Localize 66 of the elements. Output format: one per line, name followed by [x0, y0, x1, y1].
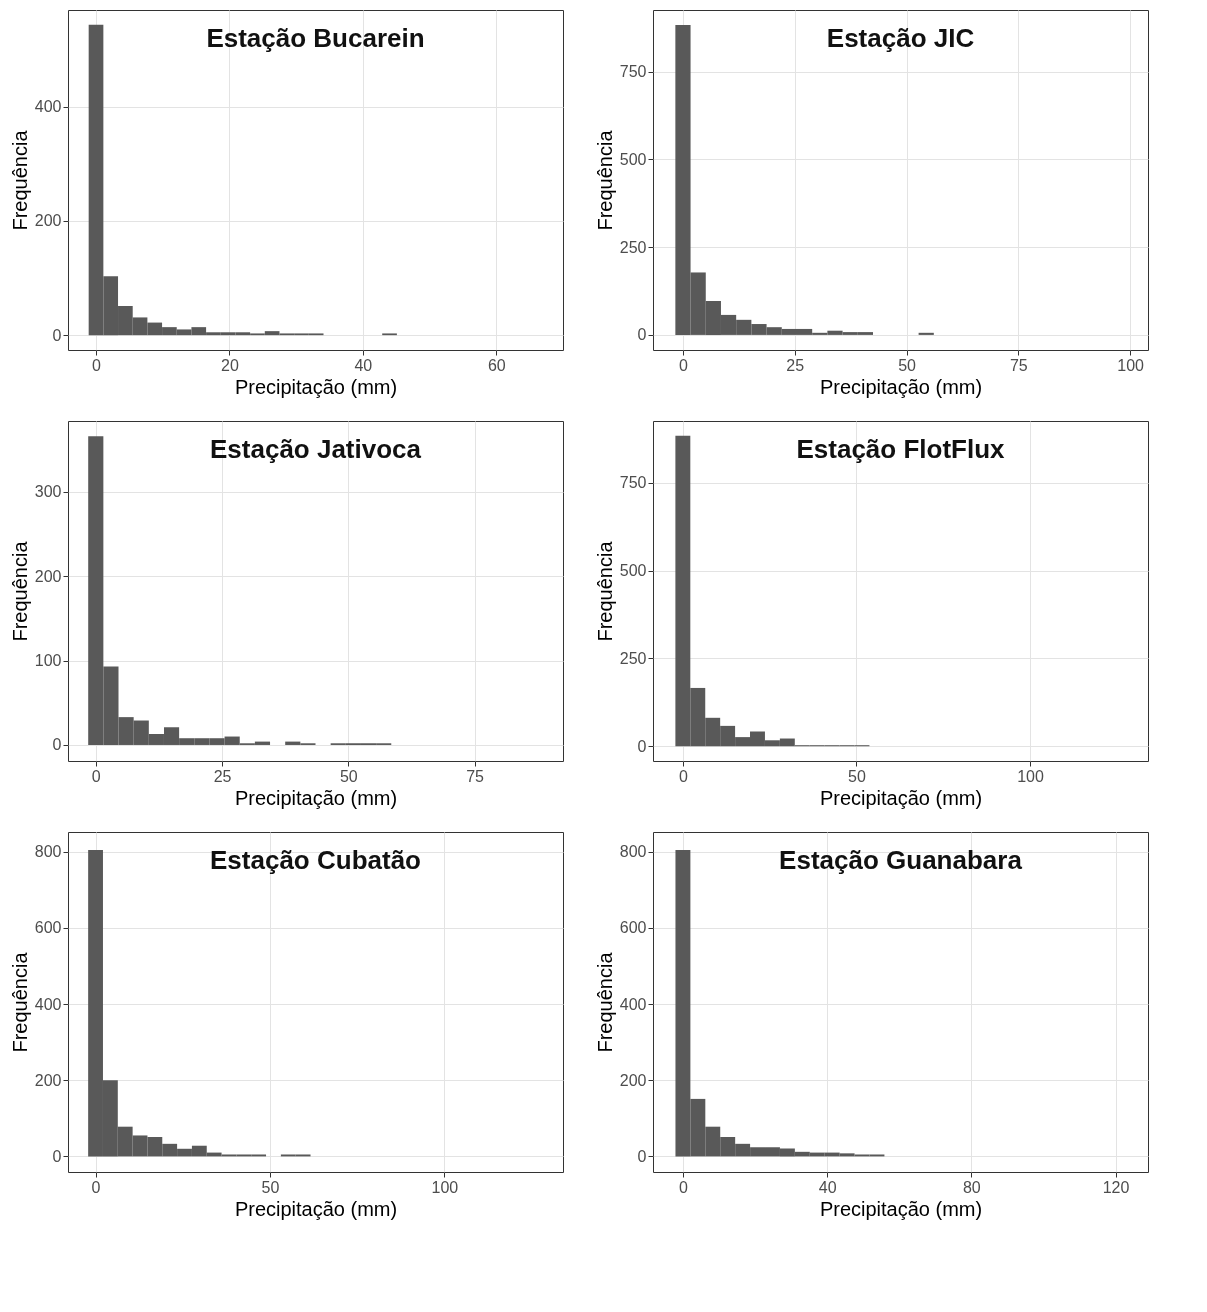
x-tick-label: 40 [818, 1178, 837, 1196]
x-tick-label: 60 [487, 356, 506, 374]
y-tick-label: 500 [619, 562, 647, 580]
x-tick-label: 100 [1117, 356, 1145, 374]
x-tick-label: 25 [213, 767, 232, 785]
x-tick-label: 0 [91, 1178, 101, 1196]
y-axis-title: Frequência [593, 129, 616, 231]
y-tick-label: 300 [34, 483, 62, 501]
y-tick-label: 0 [637, 326, 647, 344]
y-tick-label: 400 [34, 98, 62, 116]
y-axis-title: Frequência [8, 129, 31, 231]
x-tick-label: 75 [466, 767, 485, 785]
x-tick-label: 50 [261, 1178, 280, 1196]
y-tick-label: 200 [34, 567, 62, 585]
x-tick-label: 75 [1009, 356, 1028, 374]
y-axis-title: Frequência [8, 951, 31, 1053]
y-tick-label: 800 [34, 843, 62, 861]
y-tick-label: 750 [619, 474, 647, 492]
x-tick-label: 50 [898, 356, 917, 374]
y-tick-label: 0 [637, 737, 647, 755]
y-tick-label: 200 [619, 1071, 647, 1089]
y-tick-label: 200 [34, 212, 62, 230]
text: Estação JIC [826, 23, 975, 53]
x-axis-title: Precipitação (mm) [234, 375, 398, 398]
y-tick-label: 0 [52, 326, 62, 344]
text: Estação Bucarein [206, 23, 425, 53]
x-tick-label: 120 [1102, 1178, 1130, 1196]
y-axis-title: Frequência [8, 540, 31, 642]
x-tick-label: 80 [962, 1178, 981, 1196]
x-tick-label: 0 [678, 767, 688, 785]
x-axis-title: Precipitação (mm) [819, 375, 983, 398]
x-tick-label: 50 [339, 767, 358, 785]
text: Estação FlotFlux [796, 434, 1006, 464]
text: Estação Guanabara [779, 845, 1023, 875]
y-axis-title: Frequência [593, 951, 616, 1053]
y-tick-label: 600 [34, 919, 62, 937]
x-tick-label: 25 [786, 356, 805, 374]
y-tick-label: 400 [619, 995, 647, 1013]
y-tick-label: 750 [619, 63, 647, 81]
x-tick-label: 100 [431, 1178, 459, 1196]
x-tick-label: 50 [848, 767, 866, 785]
x-tick-label: 0 [92, 356, 102, 374]
y-tick-label: 0 [637, 1147, 647, 1165]
x-tick-label: 100 [1017, 767, 1044, 785]
x-axis-title: Precipitação (mm) [234, 1197, 398, 1220]
x-tick-label: 0 [91, 767, 101, 785]
y-tick-label: 800 [619, 843, 647, 861]
y-tick-label: 100 [34, 652, 62, 670]
x-axis-title: Precipitação (mm) [234, 786, 398, 809]
y-axis-title: Frequência [593, 540, 616, 642]
x-axis-title: Precipitação (mm) [819, 786, 983, 809]
x-tick-label: 20 [221, 356, 239, 374]
x-tick-label: 0 [678, 1178, 688, 1196]
y-tick-label: 400 [34, 995, 62, 1013]
x-axis-title: Precipitação (mm) [819, 1197, 983, 1220]
y-tick-label: 500 [619, 150, 647, 168]
x-tick-label: 40 [354, 356, 373, 374]
text: Estação Jativoca [209, 434, 422, 464]
y-tick-label: 0 [52, 736, 62, 754]
x-tick-label: 0 [679, 356, 689, 374]
y-tick-label: 250 [619, 238, 647, 256]
y-tick-label: 200 [34, 1071, 62, 1089]
y-tick-label: 250 [619, 649, 647, 667]
text: Estação Cubatão [210, 845, 421, 875]
y-tick-label: 600 [619, 919, 647, 937]
y-tick-label: 0 [52, 1147, 62, 1165]
